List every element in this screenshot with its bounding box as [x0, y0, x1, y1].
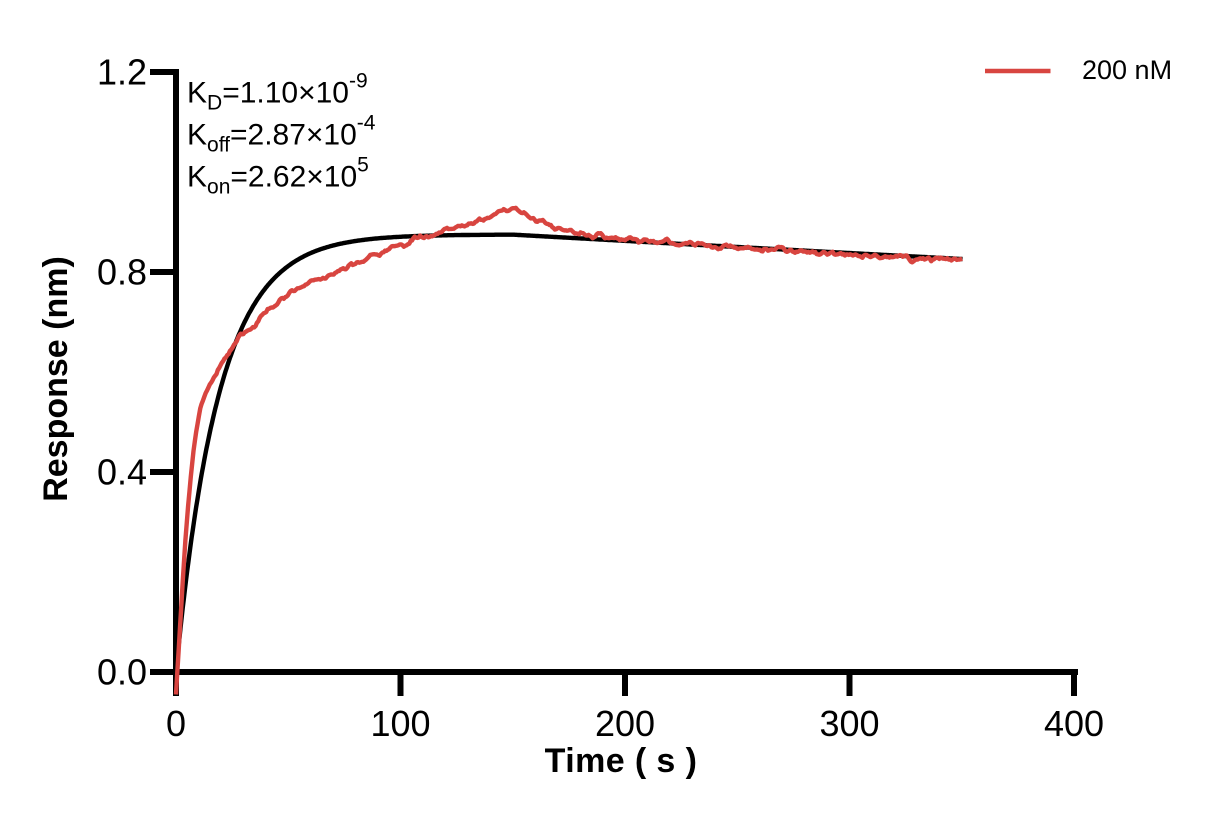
svg-text:Response (nm): Response (nm) — [37, 256, 75, 502]
svg-text:200: 200 — [595, 703, 655, 744]
svg-text:200 nM: 200 nM — [1082, 55, 1172, 85]
svg-text:KD=1.10×10-9: KD=1.10×10-9 — [187, 70, 368, 115]
svg-text:0.4: 0.4 — [97, 451, 147, 492]
svg-text:100: 100 — [370, 703, 430, 744]
svg-text:0.8: 0.8 — [97, 251, 147, 292]
svg-text:0.0: 0.0 — [97, 651, 147, 692]
svg-text:0: 0 — [166, 703, 186, 744]
svg-text:Time ( s ): Time ( s ) — [545, 742, 698, 780]
svg-text:300: 300 — [819, 703, 879, 744]
svg-text:Kon=2.62×105: Kon=2.62×105 — [187, 154, 369, 199]
svg-text:400: 400 — [1044, 703, 1104, 744]
svg-text:1.2: 1.2 — [97, 51, 147, 92]
